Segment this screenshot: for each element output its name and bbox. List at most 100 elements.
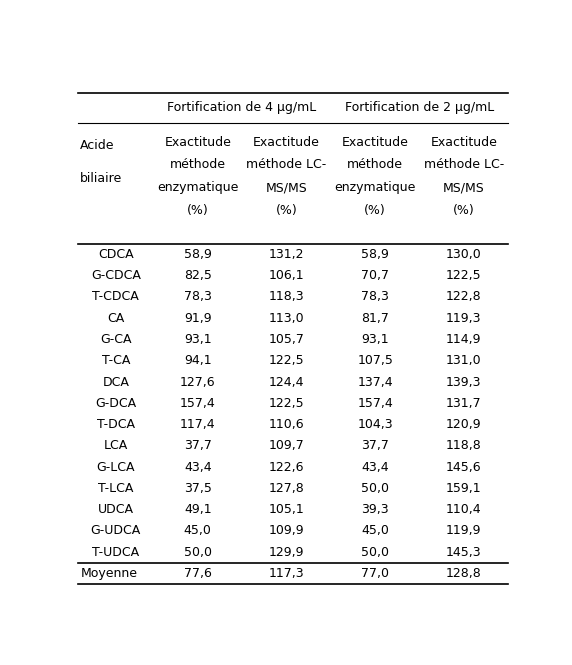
Text: Acide: Acide (80, 138, 115, 152)
Text: 70,7: 70,7 (361, 269, 389, 282)
Text: G-CDCA: G-CDCA (91, 269, 141, 282)
Text: 120,9: 120,9 (446, 418, 482, 431)
Text: Exactitude: Exactitude (341, 136, 408, 149)
Text: 58,9: 58,9 (184, 248, 212, 261)
Text: 137,4: 137,4 (358, 376, 393, 388)
Text: méthode: méthode (170, 158, 226, 172)
Text: G-LCA: G-LCA (97, 461, 135, 473)
Text: T-CDCA: T-CDCA (93, 291, 139, 303)
Text: 78,3: 78,3 (184, 291, 212, 303)
Text: G-DCA: G-DCA (95, 397, 136, 410)
Text: T-DCA: T-DCA (97, 418, 135, 431)
Text: 131,0: 131,0 (446, 354, 482, 367)
Text: 93,1: 93,1 (184, 333, 212, 346)
Text: biliaire: biliaire (80, 172, 122, 186)
Text: 119,9: 119,9 (446, 525, 482, 537)
Text: 124,4: 124,4 (269, 376, 304, 388)
Text: 91,9: 91,9 (184, 312, 212, 325)
Text: 118,3: 118,3 (269, 291, 304, 303)
Text: 128,8: 128,8 (446, 567, 482, 580)
Text: G-CA: G-CA (100, 333, 132, 346)
Text: 145,3: 145,3 (446, 546, 482, 559)
Text: 139,3: 139,3 (446, 376, 482, 388)
Text: 104,3: 104,3 (358, 418, 393, 431)
Text: MS/MS: MS/MS (265, 182, 307, 194)
Text: 105,1: 105,1 (269, 503, 304, 516)
Text: enzymatique: enzymatique (157, 182, 239, 194)
Text: 122,5: 122,5 (269, 354, 304, 367)
Text: 109,7: 109,7 (269, 440, 304, 452)
Text: DCA: DCA (102, 376, 129, 388)
Text: 117,4: 117,4 (180, 418, 216, 431)
Text: méthode LC-: méthode LC- (424, 158, 504, 172)
Text: 50,0: 50,0 (361, 546, 389, 559)
Text: 130,0: 130,0 (446, 248, 482, 261)
Text: 113,0: 113,0 (269, 312, 304, 325)
Text: 114,9: 114,9 (446, 333, 482, 346)
Text: MS/MS: MS/MS (443, 182, 484, 194)
Text: 82,5: 82,5 (184, 269, 212, 282)
Text: 43,4: 43,4 (362, 461, 389, 473)
Text: 122,5: 122,5 (269, 397, 304, 410)
Text: 77,0: 77,0 (361, 567, 389, 580)
Text: 129,9: 129,9 (269, 546, 304, 559)
Text: enzymatique: enzymatique (335, 182, 416, 194)
Text: Fortification de 4 μg/mL: Fortification de 4 μg/mL (168, 102, 317, 114)
Text: (%): (%) (276, 204, 297, 217)
Text: 110,6: 110,6 (269, 418, 304, 431)
Text: T-CA: T-CA (102, 354, 130, 367)
Text: 127,8: 127,8 (269, 482, 304, 495)
Text: 159,1: 159,1 (446, 482, 482, 495)
Text: 110,4: 110,4 (446, 503, 482, 516)
Text: T-LCA: T-LCA (98, 482, 133, 495)
Text: 94,1: 94,1 (184, 354, 212, 367)
Text: 81,7: 81,7 (362, 312, 389, 325)
Text: Exactitude: Exactitude (164, 136, 231, 149)
Text: 58,9: 58,9 (362, 248, 389, 261)
Text: méthode LC-: méthode LC- (247, 158, 327, 172)
Text: 78,3: 78,3 (362, 291, 389, 303)
Text: CDCA: CDCA (98, 248, 134, 261)
Text: 49,1: 49,1 (184, 503, 212, 516)
Text: Moyenne: Moyenne (80, 567, 137, 580)
Text: 37,7: 37,7 (184, 440, 212, 452)
Text: 122,6: 122,6 (269, 461, 304, 473)
Text: 109,9: 109,9 (269, 525, 304, 537)
Text: (%): (%) (453, 204, 475, 217)
Text: Exactitude: Exactitude (253, 136, 320, 149)
Text: 122,5: 122,5 (446, 269, 482, 282)
Text: (%): (%) (187, 204, 209, 217)
Text: G-UDCA: G-UDCA (90, 525, 141, 537)
Text: 77,6: 77,6 (184, 567, 212, 580)
Text: 37,7: 37,7 (362, 440, 389, 452)
Text: 127,6: 127,6 (180, 376, 216, 388)
Text: 106,1: 106,1 (269, 269, 304, 282)
Text: 131,2: 131,2 (269, 248, 304, 261)
Text: 107,5: 107,5 (358, 354, 393, 367)
Text: 131,7: 131,7 (446, 397, 482, 410)
Text: 93,1: 93,1 (362, 333, 389, 346)
Text: 39,3: 39,3 (362, 503, 389, 516)
Text: 117,3: 117,3 (269, 567, 304, 580)
Text: Fortification de 2 μg/mL: Fortification de 2 μg/mL (345, 102, 494, 114)
Text: CA: CA (107, 312, 124, 325)
Text: 50,0: 50,0 (184, 546, 212, 559)
Text: 157,4: 157,4 (180, 397, 216, 410)
Text: 105,7: 105,7 (268, 333, 304, 346)
Text: 118,8: 118,8 (446, 440, 482, 452)
Text: T-UDCA: T-UDCA (92, 546, 140, 559)
Text: UDCA: UDCA (98, 503, 134, 516)
Text: LCA: LCA (104, 440, 128, 452)
Text: 43,4: 43,4 (184, 461, 212, 473)
Text: 119,3: 119,3 (446, 312, 482, 325)
Text: 45,0: 45,0 (184, 525, 212, 537)
Text: 50,0: 50,0 (361, 482, 389, 495)
Text: 122,8: 122,8 (446, 291, 482, 303)
Text: 37,5: 37,5 (184, 482, 212, 495)
Text: Exactitude: Exactitude (431, 136, 497, 149)
Text: 145,6: 145,6 (446, 461, 482, 473)
Text: méthode: méthode (347, 158, 403, 172)
Text: (%): (%) (364, 204, 386, 217)
Text: 45,0: 45,0 (362, 525, 389, 537)
Text: 157,4: 157,4 (358, 397, 393, 410)
